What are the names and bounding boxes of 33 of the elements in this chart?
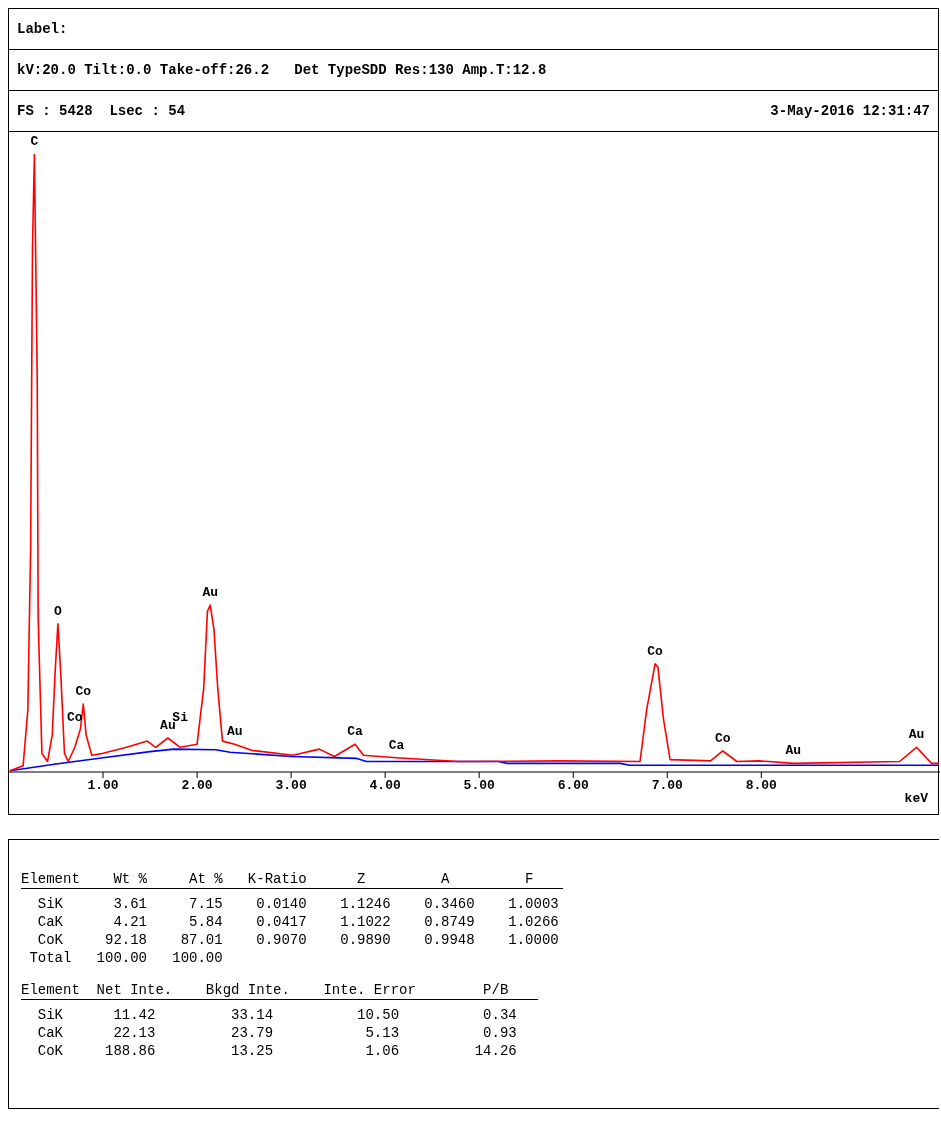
annotation: Au (785, 743, 802, 759)
annotation: Au (908, 727, 925, 743)
x-tick-label: 6.00 (557, 778, 590, 794)
x-tick-label: 1.00 (87, 778, 119, 794)
text: SiK 11.42 33.14 10.50 0.34 (36, 1006, 518, 1024)
text: CoK 92.18 87.01 0.9070 0.9890 0.9948 1.0000 (36, 931, 560, 949)
text: Total 100.00 100.00 (28, 949, 224, 967)
x-tick-label: 5.00 (463, 778, 495, 794)
annotation: C (30, 134, 39, 149)
text: CoK 188.86 13.25 1.06 14.26 (36, 1042, 518, 1060)
annotation: Ca (347, 724, 364, 740)
x-tick-label: 4.00 (369, 778, 401, 794)
annotation: O (53, 603, 62, 619)
annotation: Co (75, 684, 92, 700)
x-tick-label: 8.00 (745, 778, 778, 794)
annotation: Au (202, 585, 219, 601)
x-tick-label: 3.00 (275, 778, 307, 794)
text: CaK 4.21 5.84 0.0417 1.1022 0.8749 1.0266 (36, 913, 560, 931)
text: FS : 5428 Lsec : 54 (17, 103, 186, 119)
annotation: Ca (388, 737, 405, 753)
text: kV:20.0 Tilt:0.0 Take-off:26.2 Det TypeSDD Res:130 Amp.T:12.8 (17, 62, 547, 78)
text: CaK 22.13 23.79 5.13 0.93 (36, 1024, 518, 1042)
x-axis-title: keV (904, 791, 929, 806)
annotation: Co (647, 643, 664, 659)
text: 3-May-2016 12:31:47 (770, 103, 930, 119)
annotation: Co (714, 730, 731, 746)
annotation: Au (226, 724, 243, 740)
x-tick-label: 7.00 (651, 778, 684, 794)
text: SiK 3.61 7.15 0.0140 1.1246 0.3460 1.0003 (36, 895, 560, 913)
text: Element Net Inte. Bkgd Inte. Inte. Error P/B (21, 981, 539, 1000)
x-tick-label: 2.00 (181, 778, 213, 794)
text: Element Wt % At % K-Ratio Z A F (21, 870, 564, 889)
text: Label: (17, 21, 68, 37)
